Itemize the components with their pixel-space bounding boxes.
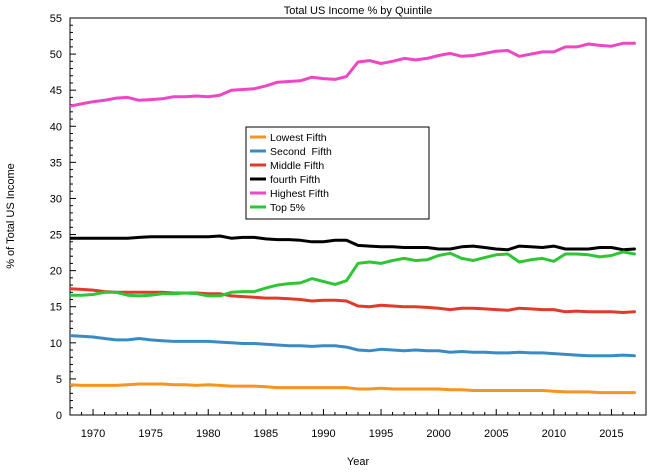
series-lines (70, 41, 636, 395)
series-line-fourth-fifth (70, 234, 636, 252)
x-tick-label: 1990 (311, 428, 335, 440)
y-tick-label: 15 (50, 302, 62, 314)
x-tick-label: 1980 (196, 428, 220, 440)
y-tick-label: 25 (50, 230, 62, 242)
legend-label-top-5: Top 5% (270, 202, 305, 214)
series-line-second-fifth (70, 334, 636, 358)
legend-label-middle-fifth: Middle Fifth (270, 160, 324, 172)
legend-label-lowest-fifth: Lowest Fifth (270, 132, 327, 144)
x-tick-label: 2000 (426, 428, 450, 440)
series-line-middle-fifth (70, 287, 636, 314)
x-tick-label: 1995 (369, 428, 393, 440)
x-tick-label: 2010 (542, 428, 566, 440)
legend-box (245, 126, 430, 220)
legend-label-second-fifth: Second Fifth (270, 146, 332, 158)
y-tick-label: 20 (50, 266, 62, 278)
y-tick-label: 0 (56, 410, 62, 422)
x-tick-label: 1970 (81, 428, 105, 440)
series-line-top-5 (70, 250, 636, 298)
x-tick-label: 2005 (484, 428, 508, 440)
x-tick-label: 2015 (599, 428, 623, 440)
y-tick-label: 50 (50, 49, 62, 61)
legend: Lowest Fifth Second Fifth Middle Fifth four… (245, 126, 430, 220)
y-tick-label: 45 (50, 85, 62, 97)
plot-axes: 0 5 10 15 20 25 30 35 40 45 50 55 1970 1975 1980 1985 19… (50, 13, 647, 440)
y-tick-label: 35 (50, 157, 62, 169)
legend-label-highest-fifth: Highest Fifth (270, 188, 329, 200)
chart-title: Total US Income % by Quintile (284, 5, 433, 17)
x-axis-title: Year (347, 456, 370, 468)
y-tick-label: 30 (50, 193, 62, 205)
y-tick-label: 40 (50, 121, 62, 133)
series-line-lowest-fifth (70, 382, 636, 395)
y-tick-label: 10 (50, 338, 62, 350)
y-tick-label: 55 (50, 13, 62, 25)
series-line-highest-fifth (70, 41, 636, 108)
x-tick-label: 1975 (138, 428, 162, 440)
y-axis-title: % of Total US Income (5, 163, 17, 269)
y-tick-label: 5 (56, 374, 62, 386)
legend-label-fourth-fifth: fourth Fifth (270, 174, 320, 186)
x-tick-label: 1985 (254, 428, 278, 440)
